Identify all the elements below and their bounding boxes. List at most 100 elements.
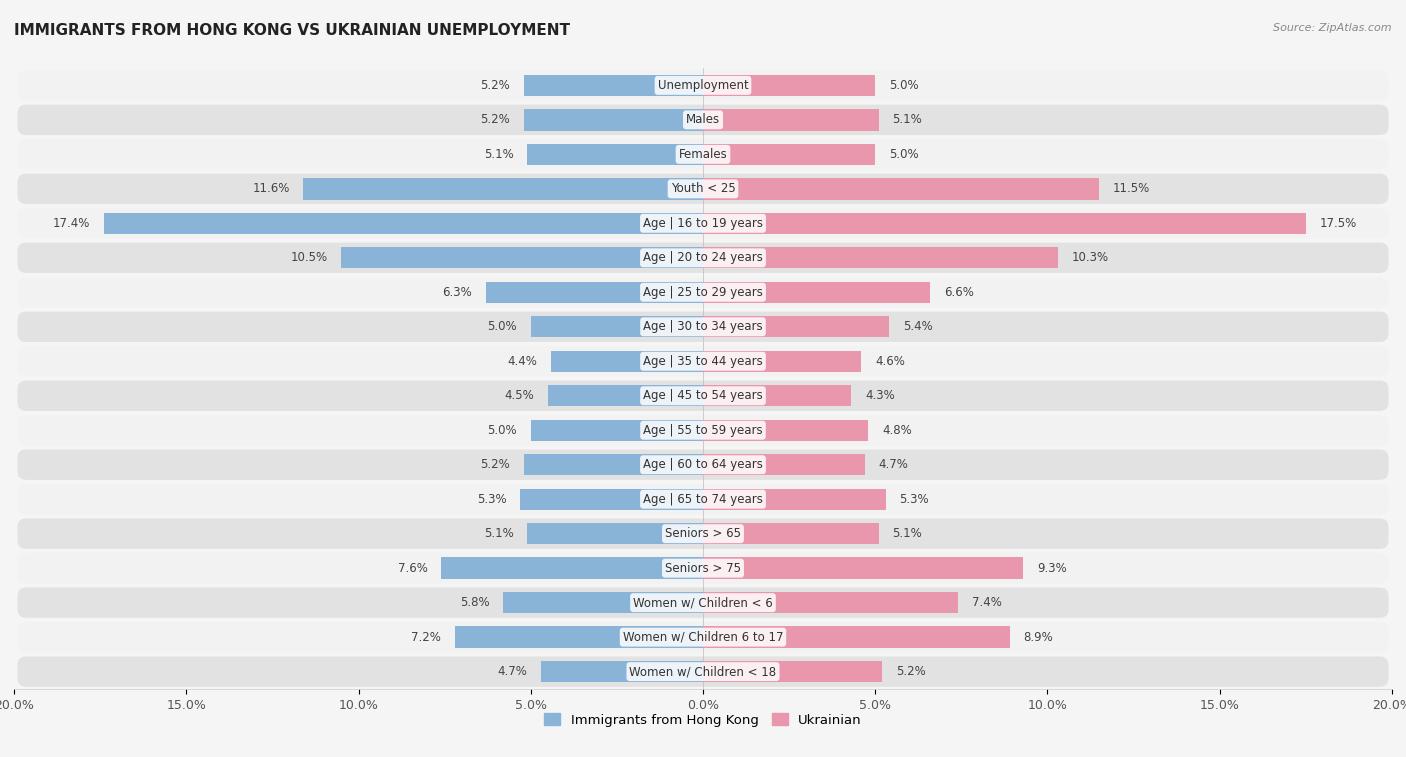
Text: 5.2%: 5.2% [481, 79, 510, 92]
Text: 5.1%: 5.1% [484, 148, 513, 160]
Text: 4.5%: 4.5% [505, 389, 534, 402]
Text: 7.4%: 7.4% [972, 597, 1001, 609]
Text: 11.6%: 11.6% [252, 182, 290, 195]
Text: 4.7%: 4.7% [498, 665, 527, 678]
Text: 5.2%: 5.2% [896, 665, 925, 678]
Text: 10.3%: 10.3% [1071, 251, 1109, 264]
FancyBboxPatch shape [17, 208, 1389, 238]
Text: Age | 20 to 24 years: Age | 20 to 24 years [643, 251, 763, 264]
Text: Seniors > 65: Seniors > 65 [665, 527, 741, 540]
Text: 5.0%: 5.0% [488, 320, 517, 333]
Text: 5.0%: 5.0% [488, 424, 517, 437]
Text: Age | 45 to 54 years: Age | 45 to 54 years [643, 389, 763, 402]
Text: 7.6%: 7.6% [398, 562, 427, 575]
Bar [548, 385, 703, 407]
Bar [531, 316, 703, 338]
Text: 5.3%: 5.3% [477, 493, 506, 506]
Bar [703, 592, 957, 613]
Bar [503, 592, 703, 613]
FancyBboxPatch shape [17, 587, 1389, 618]
Text: 6.6%: 6.6% [945, 286, 974, 299]
Bar [703, 488, 886, 510]
Bar [524, 75, 703, 96]
Bar [703, 523, 879, 544]
Text: 5.4%: 5.4% [903, 320, 932, 333]
Text: 4.4%: 4.4% [508, 355, 537, 368]
Text: 6.3%: 6.3% [443, 286, 472, 299]
Bar [486, 282, 703, 303]
Text: Age | 60 to 64 years: Age | 60 to 64 years [643, 458, 763, 471]
Text: 5.0%: 5.0% [889, 79, 918, 92]
Text: 5.1%: 5.1% [484, 527, 513, 540]
FancyBboxPatch shape [17, 346, 1389, 376]
Text: Females: Females [679, 148, 727, 160]
Text: Age | 55 to 59 years: Age | 55 to 59 years [643, 424, 763, 437]
Text: 17.4%: 17.4% [52, 217, 90, 230]
Text: 9.3%: 9.3% [1038, 562, 1067, 575]
Text: 5.1%: 5.1% [893, 114, 922, 126]
Text: 4.7%: 4.7% [879, 458, 908, 471]
Text: Source: ZipAtlas.com: Source: ZipAtlas.com [1274, 23, 1392, 33]
Text: Women w/ Children 6 to 17: Women w/ Children 6 to 17 [623, 631, 783, 643]
Text: Youth < 25: Youth < 25 [671, 182, 735, 195]
Bar [703, 627, 1010, 648]
Text: Age | 35 to 44 years: Age | 35 to 44 years [643, 355, 763, 368]
FancyBboxPatch shape [17, 173, 1389, 204]
Text: Unemployment: Unemployment [658, 79, 748, 92]
Bar [703, 661, 882, 682]
Text: Age | 25 to 29 years: Age | 25 to 29 years [643, 286, 763, 299]
Text: Age | 16 to 19 years: Age | 16 to 19 years [643, 217, 763, 230]
Text: 5.0%: 5.0% [889, 148, 918, 160]
Legend: Immigrants from Hong Kong, Ukrainian: Immigrants from Hong Kong, Ukrainian [538, 708, 868, 732]
Text: 11.5%: 11.5% [1114, 182, 1150, 195]
FancyBboxPatch shape [17, 70, 1389, 101]
FancyBboxPatch shape [17, 381, 1389, 411]
Bar [304, 178, 703, 200]
Bar [703, 213, 1306, 234]
Text: 10.5%: 10.5% [291, 251, 328, 264]
Bar [703, 178, 1099, 200]
FancyBboxPatch shape [17, 277, 1389, 307]
Bar [524, 454, 703, 475]
Bar [703, 454, 865, 475]
FancyBboxPatch shape [17, 656, 1389, 687]
Text: 5.2%: 5.2% [481, 458, 510, 471]
Text: Age | 30 to 34 years: Age | 30 to 34 years [643, 320, 763, 333]
Bar [520, 488, 703, 510]
Text: Women w/ Children < 6: Women w/ Children < 6 [633, 597, 773, 609]
Bar [527, 144, 703, 165]
Text: IMMIGRANTS FROM HONG KONG VS UKRAINIAN UNEMPLOYMENT: IMMIGRANTS FROM HONG KONG VS UKRAINIAN U… [14, 23, 569, 38]
Bar [703, 109, 879, 130]
FancyBboxPatch shape [17, 519, 1389, 549]
Bar [551, 350, 703, 372]
Text: 5.3%: 5.3% [900, 493, 929, 506]
FancyBboxPatch shape [17, 243, 1389, 273]
FancyBboxPatch shape [17, 553, 1389, 584]
Text: Women w/ Children < 18: Women w/ Children < 18 [630, 665, 776, 678]
Bar [703, 75, 875, 96]
FancyBboxPatch shape [17, 622, 1389, 653]
Text: 5.2%: 5.2% [481, 114, 510, 126]
FancyBboxPatch shape [17, 415, 1389, 445]
Bar [104, 213, 703, 234]
Text: 7.2%: 7.2% [412, 631, 441, 643]
Bar [524, 109, 703, 130]
FancyBboxPatch shape [17, 139, 1389, 170]
Text: 4.3%: 4.3% [865, 389, 894, 402]
Bar [456, 627, 703, 648]
Text: Males: Males [686, 114, 720, 126]
Bar [703, 144, 875, 165]
Text: 8.9%: 8.9% [1024, 631, 1053, 643]
Bar [703, 350, 862, 372]
Bar [703, 385, 851, 407]
FancyBboxPatch shape [17, 104, 1389, 135]
Text: Seniors > 75: Seniors > 75 [665, 562, 741, 575]
Text: 5.1%: 5.1% [893, 527, 922, 540]
Text: 4.6%: 4.6% [875, 355, 905, 368]
Bar [531, 419, 703, 441]
FancyBboxPatch shape [17, 450, 1389, 480]
Bar [703, 316, 889, 338]
Bar [703, 557, 1024, 579]
Text: Age | 65 to 74 years: Age | 65 to 74 years [643, 493, 763, 506]
Bar [342, 247, 703, 269]
